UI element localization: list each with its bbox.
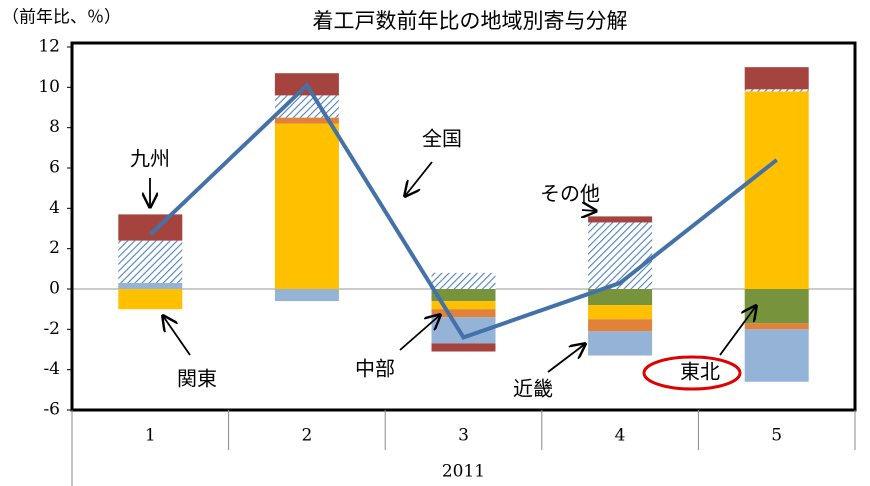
annotation-arrow: [405, 161, 433, 196]
bar-segment: [431, 309, 496, 318]
y-tick-label: -6: [43, 400, 60, 420]
annotation: 中部: [355, 357, 395, 381]
bar-segment: [588, 319, 653, 332]
x-tick-label: 1: [145, 426, 156, 446]
x-tick-label: 5: [771, 426, 782, 446]
annotation: 近畿: [513, 377, 553, 401]
bar-segment: [744, 323, 809, 330]
bar-segment: [744, 89, 809, 92]
bar-segment: [118, 282, 183, 289]
bar-segment: [744, 91, 809, 289]
bar-segment: [431, 272, 496, 289]
y-tick-label: -4: [43, 359, 60, 379]
y-tick-label: 6: [49, 158, 60, 178]
line-series: [148, 82, 778, 340]
bar-segment: [431, 301, 496, 310]
y-tick-label: -2: [43, 319, 60, 339]
annotation-arrow: [399, 315, 440, 351]
x-tick-label: 4: [615, 426, 626, 446]
plot-frame: [70, 41, 857, 412]
bar-segment: [431, 343, 496, 352]
bar-segment: [118, 240, 183, 283]
bar-segment: [274, 289, 339, 302]
annotation-arrow: [163, 316, 191, 356]
y-tick-label: 2: [49, 238, 60, 258]
y-tick-label: 12: [38, 37, 60, 57]
bar-segment: [744, 329, 809, 382]
bar-segment: [744, 289, 809, 324]
bar-segment: [274, 123, 339, 289]
annotation-arrow: [719, 306, 756, 356]
x-tick-label: 3: [458, 426, 469, 446]
bar-segment: [274, 117, 339, 124]
bar-segment: [588, 216, 653, 223]
chart-title: 着工戸数前年比の地域別寄与分解: [313, 9, 628, 33]
highlight-ellipse: [642, 355, 742, 391]
annotation: 九州: [130, 147, 170, 171]
bar-segment: [588, 305, 653, 320]
bar-segment: [118, 289, 183, 310]
bar-segment: [588, 289, 653, 306]
annotation: その他: [540, 182, 600, 206]
x-tick-label: 2: [301, 426, 312, 446]
annotation-arrow: [582, 210, 596, 211]
group-label: 2011: [442, 462, 485, 482]
bar-segment: [431, 289, 496, 302]
y-tick-label: 4: [49, 198, 60, 218]
y-tick-label: 10: [38, 77, 60, 97]
y-tick-label: 8: [49, 117, 60, 137]
annotation-arrow: [547, 344, 585, 373]
annotation: 関東: [177, 367, 217, 391]
y-axis-label: （前年比、％）: [2, 8, 121, 28]
y-tick-label: 0: [49, 279, 60, 299]
bar-segment: [118, 214, 183, 241]
bar-segment: [588, 222, 653, 289]
annotation: 全国: [422, 127, 462, 151]
bar-segment: [744, 67, 809, 90]
annotation: 東北: [680, 360, 720, 384]
bar-segment: [588, 331, 653, 356]
